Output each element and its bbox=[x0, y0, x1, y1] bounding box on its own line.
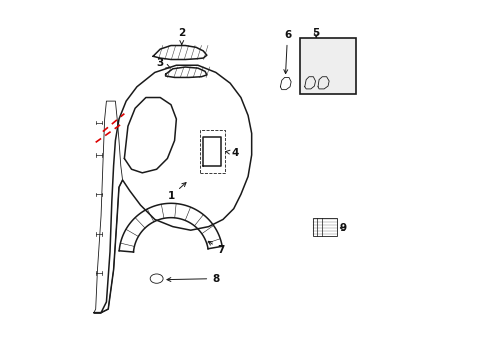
Text: 6: 6 bbox=[283, 30, 290, 73]
Text: 3: 3 bbox=[156, 58, 170, 68]
Text: 1: 1 bbox=[167, 183, 185, 201]
Text: 9: 9 bbox=[339, 224, 346, 233]
Text: 7: 7 bbox=[208, 241, 224, 255]
Text: 2: 2 bbox=[178, 28, 185, 44]
Text: 5: 5 bbox=[312, 28, 319, 38]
Bar bbox=[312, 219, 336, 235]
Text: 4: 4 bbox=[225, 148, 239, 158]
Bar bbox=[300, 39, 355, 94]
Text: 8: 8 bbox=[166, 274, 219, 284]
